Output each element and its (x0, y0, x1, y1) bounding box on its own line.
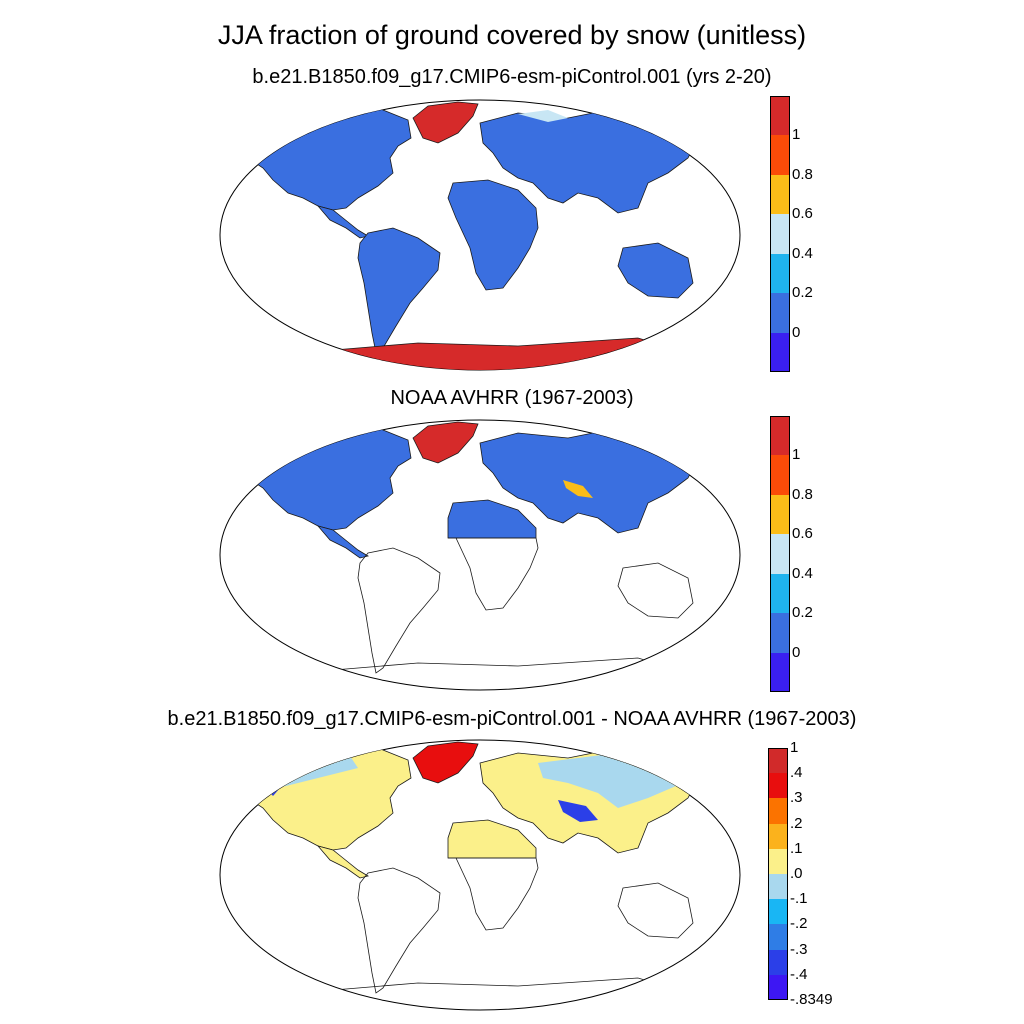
colorbar-label: 0.4 (792, 244, 813, 262)
colorbar-swatch (770, 573, 790, 614)
figure-title: JJA fraction of ground covered by snow (… (217, 20, 807, 50)
colorbar-swatch (768, 748, 788, 774)
colorbar-swatch (768, 848, 788, 874)
colorbar-label: 0 (792, 643, 801, 661)
colorbar-label: -.3 (790, 940, 808, 958)
colorbar-swatch (768, 949, 788, 975)
tibet-snow (563, 480, 593, 498)
colorbar-swatch (770, 416, 790, 456)
colorbar-swatch (768, 773, 788, 799)
colorbar-label: 0.6 (792, 525, 813, 543)
central-america (316, 845, 370, 879)
colorbar-label: 0 (792, 323, 801, 341)
africa-north (447, 499, 537, 539)
colorbar-swatch (768, 798, 788, 824)
colorbar-label: -.2 (790, 915, 808, 933)
colorbar-label: 0.8 (792, 165, 813, 183)
colorbar-swatch (770, 455, 790, 495)
south-america (357, 227, 441, 354)
colorbar-label: 0.2 (792, 284, 813, 302)
panel-1-map (219, 99, 741, 371)
africa (447, 179, 539, 291)
australia (617, 882, 694, 939)
south-america (357, 867, 441, 994)
greenland (412, 421, 479, 464)
panel-3-map (219, 739, 741, 1011)
colorbar-label: .3 (790, 789, 803, 807)
australia (617, 562, 694, 619)
colorbar-label: 0.2 (792, 604, 813, 622)
colorbar-label: .2 (790, 814, 803, 832)
colorbar-label: -.4 (790, 965, 808, 983)
africa-south (448, 537, 539, 611)
colorbar-label: .1 (790, 839, 803, 857)
colorbar-swatch (770, 214, 790, 254)
colorbar-label: .0 (790, 865, 803, 882)
colorbar-label: .4 (790, 764, 803, 782)
panel-1-colorbar-frame (770, 96, 790, 372)
colorbar-swatch (770, 332, 790, 372)
africa-south (448, 857, 539, 931)
colorbar-label: -.8349 (790, 991, 833, 1008)
colorbar-swatch (770, 96, 790, 136)
greenland (412, 101, 479, 144)
africa-north (447, 819, 537, 859)
colorbar-label: 1 (790, 739, 799, 756)
colorbar-swatch (768, 974, 788, 1000)
colorbar-label: 1 (792, 446, 801, 464)
greenland (412, 741, 479, 784)
panel-2-title: NOAA AVHRR (1967-2003) (390, 387, 634, 409)
south-america (357, 547, 441, 674)
colorbar-swatch (770, 613, 790, 653)
panel-3-title: b.e21.B1850.f09_g17.CMIP6-esm-piControl.… (167, 708, 857, 730)
panel-3-colorbar-frame (768, 748, 788, 1000)
colorbar-label: -.1 (790, 890, 808, 908)
arctic-fringe (518, 110, 568, 122)
colorbar-swatch (770, 135, 790, 175)
colorbar-swatch (770, 652, 790, 692)
colorbar-swatch (768, 899, 788, 925)
colorbar-swatch (768, 823, 788, 849)
colorbar-label: 0.8 (792, 485, 813, 503)
colorbar-swatch (770, 174, 790, 215)
colorbar-label: 0.4 (792, 564, 813, 582)
colorbar-swatch (770, 494, 790, 535)
australia (617, 242, 694, 299)
colorbar-swatch (770, 293, 790, 333)
colorbar-swatch (770, 253, 790, 294)
panel-2-colorbar-frame (770, 416, 790, 692)
panel-1-title: b.e21.B1850.f09_g17.CMIP6-esm-piControl.… (252, 66, 772, 88)
central-america (316, 525, 370, 559)
colorbar-swatch (768, 924, 788, 950)
colorbar-swatch (768, 874, 788, 900)
colorbar-label: 0.6 (792, 205, 813, 223)
colorbar-label: 1 (792, 126, 801, 144)
tibet-negative (558, 800, 598, 822)
colorbar-swatch (770, 534, 790, 574)
panel-2-map (219, 419, 741, 691)
